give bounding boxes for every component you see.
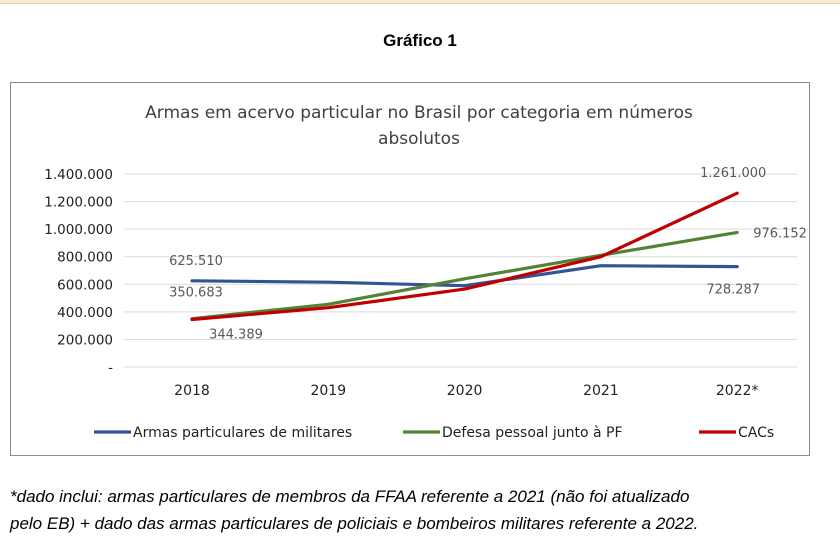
data-label: 625.510 — [169, 254, 223, 269]
y-tick-label: 1.400.000 — [44, 167, 113, 183]
x-tick-label: 2019 — [310, 383, 346, 399]
x-tick-label: 2021 — [583, 383, 619, 399]
data-label: 976.152 — [753, 226, 807, 241]
legend-label-0: Armas particulares de militares — [133, 425, 352, 441]
x-tick-label: 2020 — [447, 383, 483, 399]
x-tick-label: 2018 — [174, 383, 210, 399]
y-tick-label: 200.000 — [57, 332, 113, 348]
y-tick-label: 1.000.000 — [44, 222, 113, 238]
chart-container: Armas em acervo particular no Brasil por… — [10, 82, 810, 456]
data-label: 1.261.000 — [700, 166, 766, 181]
y-tick-label: 400.000 — [57, 305, 113, 321]
y-tick-label: 600.000 — [57, 277, 113, 293]
line-chart: Armas em acervo particular no Brasil por… — [44, 103, 807, 441]
chart-title-line1: Armas em acervo particular no Brasil por… — [145, 103, 693, 123]
legend-label-2: CACs — [738, 425, 774, 441]
chart-title-line2: absolutos — [378, 129, 460, 149]
series-line-0 — [190, 264, 739, 288]
footnote-line-2: pelo EB) + dado das armas particulares d… — [10, 514, 699, 533]
legend-label-1: Defesa pessoal junto à PF — [442, 425, 623, 441]
figure-title: Gráfico 1 — [383, 31, 457, 50]
y-tick-label: - — [108, 360, 113, 376]
data-label: 350.683 — [169, 286, 223, 301]
footnote: *dado inclui: armas particulares de memb… — [10, 483, 840, 537]
top-edge-bar — [0, 0, 840, 4]
data-label: 728.287 — [706, 283, 760, 298]
series-line-1 — [190, 230, 739, 321]
y-tick-label: 1.200.000 — [44, 195, 113, 211]
data-label: 344.389 — [209, 328, 263, 343]
x-tick-label: 2022* — [716, 383, 759, 399]
y-tick-label: 800.000 — [57, 250, 113, 266]
footnote-line-1: *dado inclui: armas particulares de memb… — [10, 487, 690, 506]
